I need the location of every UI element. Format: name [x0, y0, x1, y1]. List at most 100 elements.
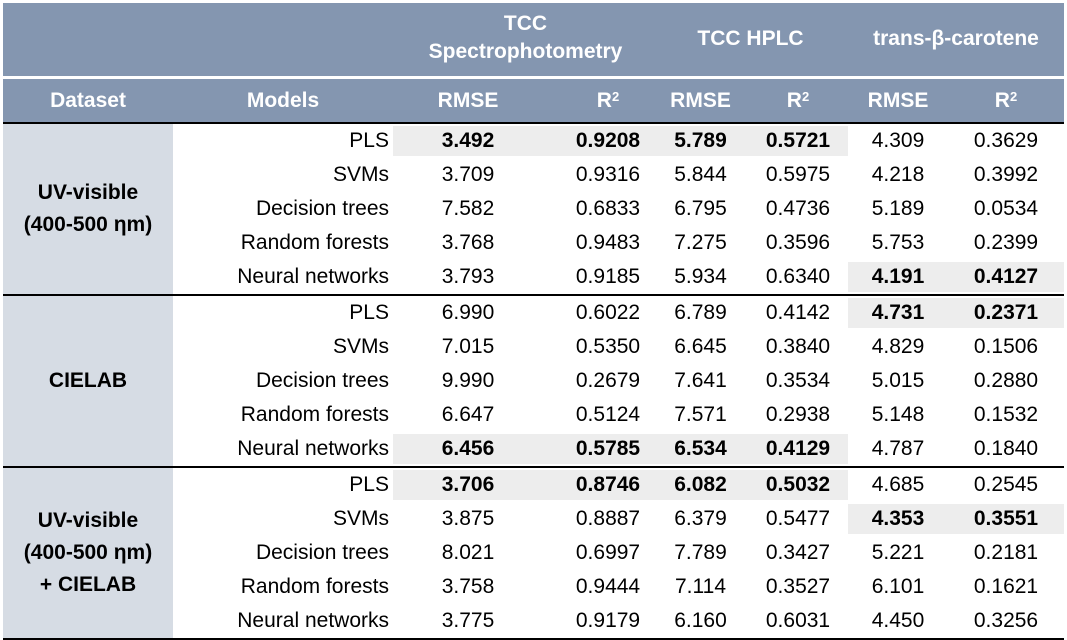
dataset-label: UV-visible (400-500 ηm): [24, 177, 152, 241]
dataset-label-line: UV-visible: [37, 509, 139, 532]
value-cell: 4.829: [871, 335, 925, 358]
value-cell: 0.2880: [973, 369, 1039, 392]
value-cell: 6.101: [871, 575, 925, 598]
dataset-label-line: CIELAB: [48, 369, 128, 392]
value-cell: 6.456: [441, 437, 495, 460]
value-cell: 4.353: [871, 507, 925, 530]
value-cell: 0.3596: [765, 231, 831, 254]
model-name-cell: SVMs: [332, 163, 389, 186]
header-separator: [3, 76, 1064, 79]
model-name-cell: SVMs: [332, 507, 389, 530]
model-name-cell: Decision trees: [255, 197, 389, 220]
value-cell: 7.275: [674, 231, 727, 254]
column-header-dataset: Dataset: [50, 89, 126, 112]
value-cell: 0.4736: [765, 197, 831, 220]
value-cell: 0.2938: [765, 403, 831, 426]
value-cell: 6.990: [441, 301, 495, 324]
value-cell: 0.6022: [575, 301, 641, 324]
value-cell: 0.1621: [973, 575, 1039, 598]
value-cell: 0.6997: [575, 541, 641, 564]
value-cell: 0.8746: [575, 473, 641, 496]
value-cell: 4.309: [871, 129, 925, 152]
value-cell: 5.753: [871, 231, 925, 254]
dataset-cell: CIELAB: [3, 296, 173, 466]
value-cell: 0.9179: [575, 609, 641, 632]
group-header-tcc-spectrophotometry: TCC Spectrophotometry: [398, 10, 653, 66]
value-cell: 0.3629: [973, 129, 1039, 152]
r2-label: R: [596, 89, 612, 112]
value-cell: 4.787: [871, 437, 925, 460]
value-cell: 0.3427: [765, 541, 831, 564]
value-cell: 6.795: [674, 197, 727, 220]
value-cell: 5.221: [871, 541, 925, 564]
group-header-trans-beta-carotene: trans-β-carotene: [848, 25, 1064, 53]
best-value-highlight: [848, 298, 1064, 328]
value-cell: 0.5785: [575, 437, 641, 460]
r2-label: R: [786, 89, 802, 112]
model-name-cell: SVMs: [332, 335, 389, 358]
dataset-label-line: (400-500 ηm): [23, 213, 153, 236]
value-cell: 0.4129: [765, 437, 831, 460]
value-cell: 0.5032: [765, 473, 831, 496]
value-cell: 0.9316: [575, 163, 641, 186]
value-cell: 7.015: [441, 335, 495, 358]
value-cell: 0.3527: [765, 575, 831, 598]
dataset-cell: UV-visible (400-500 ηm): [3, 124, 173, 294]
value-cell: 0.5124: [575, 403, 641, 426]
value-cell: 3.768: [441, 231, 495, 254]
value-cell: 3.758: [441, 575, 495, 598]
value-cell: 4.685: [871, 473, 925, 496]
value-cell: 0.9185: [575, 265, 641, 288]
group-header-tcc-hplc: TCC HPLC: [653, 25, 848, 53]
header-bottom-rule: [3, 122, 1064, 124]
model-name-cell: PLS: [349, 129, 389, 152]
value-cell: 8.021: [441, 541, 495, 564]
value-cell: 0.2181: [973, 541, 1039, 564]
column-header-models: Models: [246, 89, 320, 112]
r2-label: R: [994, 89, 1010, 112]
value-cell: 3.709: [441, 163, 495, 186]
value-cell: 7.641: [674, 369, 727, 392]
value-cell: 6.379: [674, 507, 727, 530]
dataset-label-line: (400-500 ηm): [23, 541, 153, 564]
value-cell: 0.6833: [575, 197, 641, 220]
dataset-label-line: + CIELAB: [39, 573, 137, 596]
group-header-line: TCC: [503, 12, 548, 35]
value-cell: 0.5477: [765, 507, 831, 530]
dataset-label: CIELAB: [49, 365, 127, 397]
value-cell: 0.2399: [973, 231, 1039, 254]
value-cell: 0.5721: [765, 129, 831, 152]
value-cell: 6.534: [674, 437, 727, 460]
value-cell: 0.2679: [575, 369, 641, 392]
value-cell: 0.6340: [765, 265, 831, 288]
dataset-cell: UV-visible (400-500 ηm) + CIELAB: [3, 468, 173, 638]
value-cell: 0.9444: [575, 575, 641, 598]
value-cell: 0.3256: [973, 609, 1039, 632]
column-header-r2: R2: [948, 87, 1064, 115]
r2-superscript: 2: [801, 89, 810, 104]
model-name-cell: Random forests: [240, 231, 389, 254]
value-cell: 0.3551: [973, 507, 1039, 530]
value-cell: 6.645: [674, 335, 727, 358]
value-cell: 0.0534: [973, 197, 1039, 220]
value-cell: 0.2371: [973, 301, 1039, 324]
r2-superscript: 2: [611, 89, 620, 104]
value-cell: 7.789: [674, 541, 727, 564]
best-value-highlight: [393, 126, 848, 156]
dataset-label: UV-visible (400-500 ηm) + CIELAB: [24, 505, 152, 601]
r2-superscript: 2: [1009, 89, 1018, 104]
group-header-line: TCC HPLC: [697, 27, 804, 50]
value-cell: 6.789: [674, 301, 727, 324]
column-header-rmse: RMSE: [670, 89, 731, 112]
group-header-line: Spectrophotometry: [428, 40, 623, 63]
column-header-r2: R2: [538, 87, 678, 115]
value-cell: 0.1840: [973, 437, 1039, 460]
value-cell: 5.189: [871, 197, 925, 220]
value-cell: 0.9483: [575, 231, 641, 254]
value-cell: 3.875: [441, 507, 495, 530]
value-cell: 3.793: [441, 265, 495, 288]
value-cell: 9.990: [441, 369, 495, 392]
dataset-label-line: UV-visible: [37, 181, 139, 204]
value-cell: 0.3534: [765, 369, 831, 392]
value-cell: 7.114: [675, 575, 726, 598]
